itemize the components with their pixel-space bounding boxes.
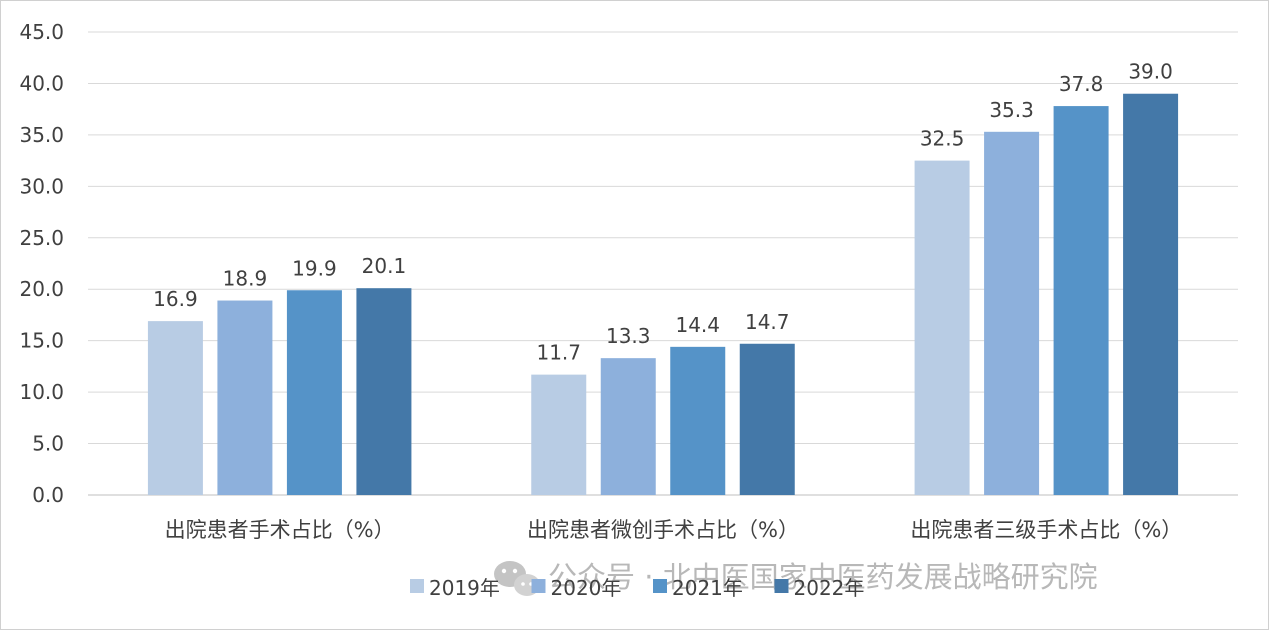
bar (600, 358, 656, 495)
data-label: 35.3 (989, 98, 1034, 122)
bar (1053, 106, 1109, 495)
legend-swatch (410, 579, 424, 593)
y-tick-label: 45.0 (19, 20, 64, 44)
legend: 2019年 2020年 2021年 2022年 (410, 576, 864, 600)
legend-swatch (653, 579, 667, 593)
watermark: 公众号 · 北中医国家中医药发展战略研究院 (494, 560, 1098, 596)
data-label: 18.9 (223, 267, 268, 291)
bar (356, 288, 412, 495)
y-tick-label: 5.0 (32, 432, 64, 456)
data-labels: 16.9 18.9 19.9 20.1 11.7 13.3 14.4 14.7 32.5 35.3… (153, 60, 1173, 365)
data-label: 11.7 (536, 341, 581, 365)
category-labels: 出院患者手术占比（%） 出院患者微创手术占比（%） 出院患者三级手术占比（%） (165, 518, 1183, 542)
watermark-text: 公众号 · 北中医国家中医药发展战略研究院 (548, 560, 1098, 594)
data-label: 13.3 (606, 324, 651, 348)
legend-item: 2021年 (653, 576, 743, 600)
legend-item: 2019年 (410, 576, 500, 600)
y-tick-label: 30.0 (19, 174, 64, 198)
legend-label: 2022年 (794, 576, 865, 600)
bar (531, 374, 587, 495)
bars (147, 93, 1179, 495)
data-label: 16.9 (153, 287, 198, 311)
y-tick-label: 10.0 (19, 380, 64, 404)
category-label: 出院患者手术占比（%） (165, 518, 395, 542)
category-label: 出院患者三级手术占比（%） (910, 518, 1182, 542)
category-label: 出院患者微创手术占比（%） (527, 518, 799, 542)
bar (217, 300, 273, 495)
data-label: 37.8 (1059, 72, 1104, 96)
y-tick-label: 0.0 (32, 483, 64, 507)
data-label: 14.4 (675, 313, 720, 337)
bar (739, 343, 795, 495)
y-tick-label: 15.0 (19, 329, 64, 353)
gridlines (88, 31, 1238, 496)
data-label: 20.1 (362, 254, 407, 278)
bar (1123, 93, 1179, 495)
legend-item: 2022年 (774, 576, 865, 600)
legend-label: 2021年 (672, 576, 743, 600)
bar (147, 321, 203, 495)
legend-label: 2019年 (429, 576, 500, 600)
legend-swatch (774, 579, 789, 593)
data-label: 19.9 (292, 256, 337, 280)
legend-item: 2020年 (531, 576, 622, 600)
y-tick-label: 35.0 (19, 123, 64, 147)
legend-swatch (531, 579, 546, 593)
data-label: 14.7 (745, 310, 790, 334)
data-label: 39.0 (1128, 60, 1173, 84)
y-tick-label: 40.0 (19, 71, 64, 95)
bar (286, 290, 342, 495)
y-tick-label: 20.0 (19, 277, 64, 301)
legend-label: 2020年 (551, 576, 622, 600)
y-tick-label: 25.0 (19, 226, 64, 250)
y-axis-ticks: 0.0 5.0 10.0 15.0 20.0 25.0 30.0 35.0 40.0 45.0 (19, 20, 64, 507)
data-label: 32.5 (920, 127, 965, 151)
bar (670, 346, 726, 495)
bar (914, 160, 970, 495)
bar (984, 131, 1040, 495)
